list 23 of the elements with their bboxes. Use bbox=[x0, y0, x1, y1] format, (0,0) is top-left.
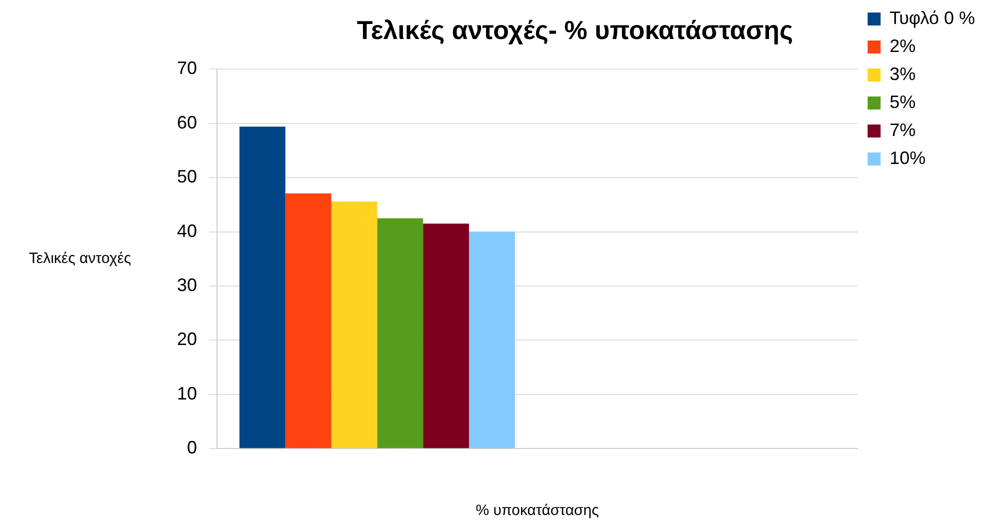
y-tick-label: 50 bbox=[176, 166, 198, 187]
y-tick-label: 10 bbox=[176, 383, 198, 404]
y-tick-label: 70 bbox=[176, 58, 198, 78]
bar bbox=[285, 193, 332, 448]
y-axis-title: Τελικές αντοχές bbox=[28, 250, 132, 268]
y-tick-label: 0 bbox=[187, 438, 198, 458]
legend-label: 5% bbox=[890, 92, 916, 112]
bar bbox=[423, 224, 469, 448]
legend-label: 3% bbox=[890, 64, 916, 84]
x-axis-title: % υποκατάστασης bbox=[476, 502, 599, 520]
y-tick-label: 40 bbox=[176, 220, 198, 241]
y-tick-label: 20 bbox=[176, 329, 198, 350]
bar bbox=[239, 126, 286, 448]
bar bbox=[468, 232, 515, 448]
y-tick-label: 60 bbox=[176, 112, 198, 132]
bar bbox=[331, 201, 378, 448]
bar bbox=[377, 218, 424, 448]
legend-label: Τυφλό 0 % bbox=[890, 8, 976, 28]
y-tick-label: 30 bbox=[176, 274, 198, 295]
legend-label: 10% bbox=[890, 148, 926, 168]
chart-title: Τελικές αντοχές- % υποκατάστασης bbox=[356, 14, 794, 45]
legend-label: 7% bbox=[890, 120, 916, 140]
legend-label: 2% bbox=[890, 36, 916, 56]
